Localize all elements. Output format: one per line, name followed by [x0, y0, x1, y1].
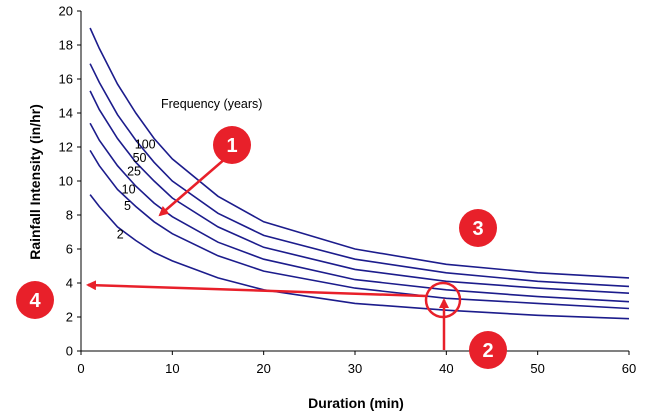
series-line-25 — [89, 90, 630, 294]
callout-1: 1 — [213, 126, 251, 164]
arrow-4 — [86, 280, 427, 298]
series-line-10 — [89, 122, 630, 303]
y-tick-label: 12 — [59, 140, 73, 155]
callout-3-label: 3 — [472, 218, 483, 240]
y-tick-label: 18 — [59, 38, 73, 53]
x-tick-label: 50 — [530, 361, 544, 376]
x-tick-label: 0 — [77, 361, 84, 376]
callout-2-label: 2 — [482, 340, 493, 362]
y-tick-label: 6 — [66, 242, 73, 257]
intersection-circle — [424, 281, 462, 319]
y-tick-label: 4 — [66, 276, 73, 291]
series-line-5 — [89, 149, 630, 310]
series-label-5: 5 — [124, 199, 131, 213]
y-tick-label: 0 — [66, 344, 73, 359]
x-tick-label: 40 — [439, 361, 453, 376]
series-label-2: 2 — [117, 228, 124, 242]
y-axis-ticks: 0 2 4 6 8 10 12 14 16 18 20 — [59, 4, 81, 359]
y-tick-label: 20 — [59, 4, 73, 19]
series-label-50: 50 — [133, 151, 147, 165]
arrow-1 — [158, 157, 227, 217]
callout-4-label: 4 — [29, 290, 41, 312]
callout-3: 3 — [459, 209, 497, 247]
annotations: 1 2 3 4 — [16, 126, 507, 369]
series-label-100: 100 — [135, 138, 156, 152]
y-tick-label: 2 — [66, 310, 73, 325]
series-line-100 — [89, 27, 630, 279]
y-tick-label: 10 — [59, 174, 73, 189]
series-line-50 — [89, 63, 630, 288]
x-tick-label: 20 — [256, 361, 270, 376]
series-line-2 — [89, 194, 630, 320]
legend-title: Frequency (years) — [161, 97, 262, 111]
y-tick-label: 8 — [66, 208, 73, 223]
x-axis-ticks: 0 10 20 30 40 50 60 — [77, 351, 636, 376]
series-label-10: 10 — [122, 183, 136, 197]
y-axis-title: Rainfall Intensity (in/hr) — [27, 104, 43, 260]
x-tick-label: 30 — [348, 361, 362, 376]
callout-1-label: 1 — [226, 135, 237, 157]
series-label-25: 25 — [127, 165, 141, 179]
callout-2: 2 — [469, 331, 507, 369]
y-tick-label: 16 — [59, 72, 73, 87]
x-axis-title: Duration (min) — [308, 395, 404, 411]
frequency-curves — [89, 27, 630, 320]
y-tick-label: 14 — [59, 106, 73, 121]
x-tick-label: 10 — [165, 361, 179, 376]
callout-4: 4 — [16, 281, 54, 319]
x-tick-label: 60 — [622, 361, 636, 376]
